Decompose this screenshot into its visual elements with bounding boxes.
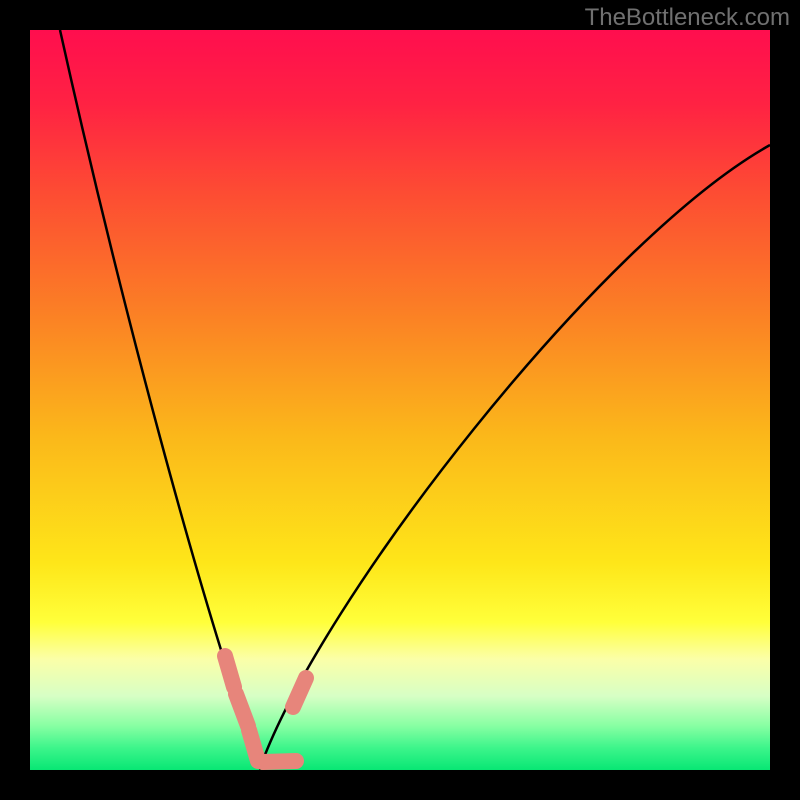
watermark-label: TheBottleneck.com: [585, 4, 790, 32]
marker-pill: [249, 730, 258, 761]
marker-pill: [236, 694, 248, 726]
marker-pill: [225, 656, 234, 687]
marker-pill: [263, 761, 296, 762]
bottleneck-chart: TheBottleneck.com: [0, 0, 800, 800]
chart-background: [30, 30, 770, 770]
chart-canvas: [0, 0, 800, 800]
